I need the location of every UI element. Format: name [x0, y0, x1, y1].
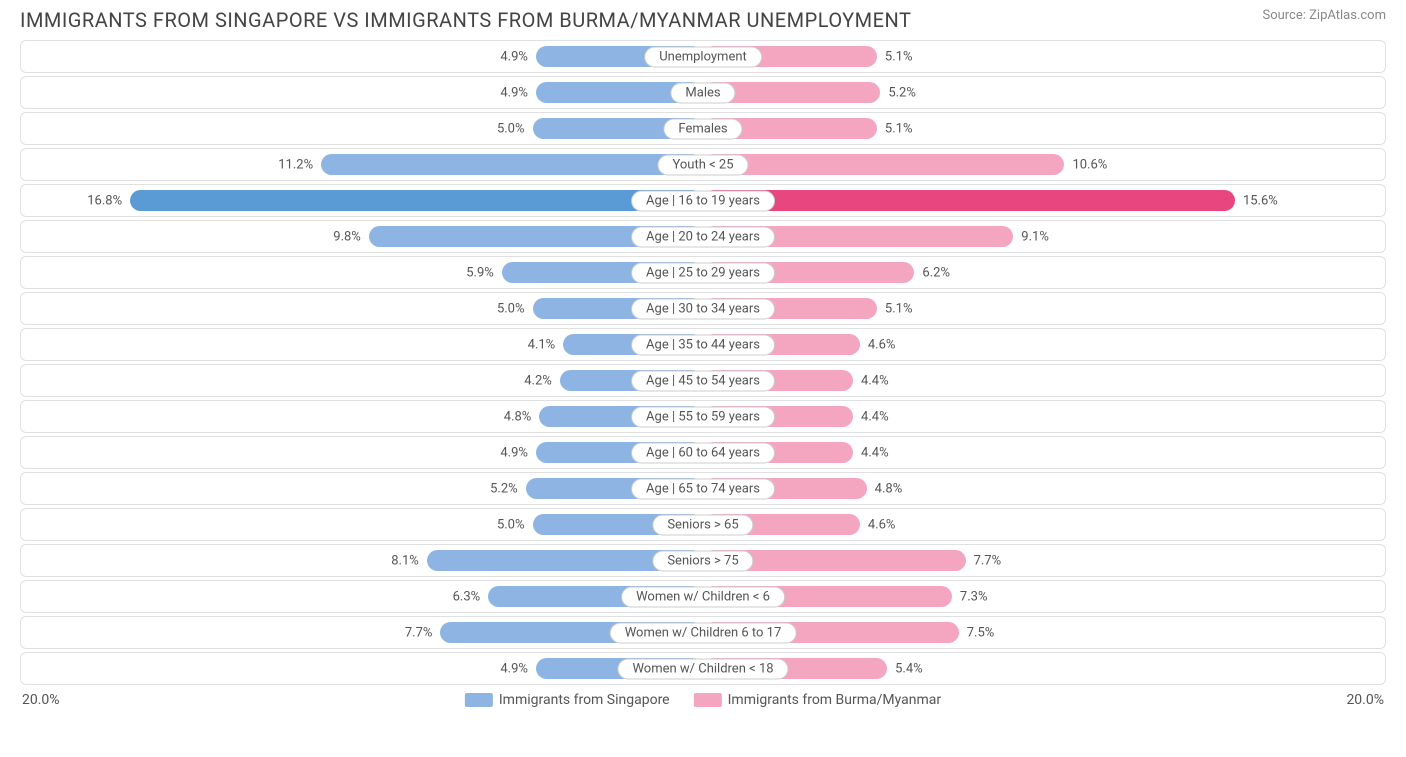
value-right: 4.8% — [875, 481, 903, 496]
value-left: 16.8% — [87, 193, 122, 208]
value-left: 4.8% — [504, 409, 532, 424]
value-left: 4.1% — [528, 337, 556, 352]
value-right: 10.6% — [1072, 157, 1107, 172]
value-left: 4.9% — [500, 445, 528, 460]
category-label: Age | 30 to 34 years — [631, 298, 775, 319]
value-left: 8.1% — [391, 553, 419, 568]
chart-row: 4.9% 5.4% Women w/ Children < 18 — [20, 652, 1386, 685]
value-left: 5.9% — [466, 265, 494, 280]
chart-row: 4.1% 4.6% Age | 35 to 44 years — [20, 328, 1386, 361]
category-label: Seniors > 75 — [652, 550, 753, 571]
value-right: 5.2% — [888, 85, 916, 100]
value-left: 5.0% — [497, 517, 525, 532]
legend-item-burma: Immigrants from Burma/Myanmar — [694, 692, 942, 708]
legend-swatch-right — [694, 693, 722, 707]
legend-label-right: Immigrants from Burma/Myanmar — [728, 692, 942, 708]
value-right: 6.2% — [922, 265, 950, 280]
chart-row: 5.2% 4.8% Age | 65 to 74 years — [20, 472, 1386, 505]
category-label: Age | 35 to 44 years — [631, 334, 775, 355]
bar-left — [321, 154, 703, 175]
chart-row: 4.9% 5.1% Unemployment — [20, 40, 1386, 73]
legend: Immigrants from Singapore Immigrants fro… — [465, 692, 941, 708]
chart-row: 8.1% 7.7% Seniors > 75 — [20, 544, 1386, 577]
bar-right — [703, 190, 1235, 211]
value-left: 4.9% — [500, 85, 528, 100]
chart-row: 4.2% 4.4% Age | 45 to 54 years — [20, 364, 1386, 397]
value-left: 5.0% — [497, 301, 525, 316]
category-label: Seniors > 65 — [652, 514, 753, 535]
chart-row: 4.9% 4.4% Age | 60 to 64 years — [20, 436, 1386, 469]
category-label: Age | 45 to 54 years — [631, 370, 775, 391]
value-right: 5.1% — [885, 301, 913, 316]
value-right: 4.6% — [868, 337, 896, 352]
value-left: 7.7% — [405, 625, 433, 640]
chart-source: Source: ZipAtlas.com — [1262, 8, 1386, 23]
axis-row: 20.0% Immigrants from Singapore Immigran… — [20, 688, 1386, 708]
chart-title: IMMIGRANTS FROM SINGAPORE VS IMMIGRANTS … — [20, 8, 911, 32]
chart-row: 4.9% 5.2% Males — [20, 76, 1386, 109]
category-label: Age | 55 to 59 years — [631, 406, 775, 427]
value-left: 11.2% — [278, 157, 313, 172]
chart-row: 5.0% 5.1% Age | 30 to 34 years — [20, 292, 1386, 325]
chart-row: 5.0% 4.6% Seniors > 65 — [20, 508, 1386, 541]
bar-left — [130, 190, 703, 211]
value-right: 15.6% — [1243, 193, 1278, 208]
rows-container: 4.9% 5.1% Unemployment 4.9% 5.2% Males 5.0% 5.1… — [20, 40, 1386, 685]
value-right: 4.6% — [868, 517, 896, 532]
value-left: 5.0% — [497, 121, 525, 136]
value-right: 5.1% — [885, 121, 913, 136]
value-right: 5.4% — [895, 661, 923, 676]
category-label: Women w/ Children 6 to 17 — [610, 622, 797, 643]
category-label: Women w/ Children < 18 — [617, 658, 788, 679]
value-right: 5.1% — [885, 49, 913, 64]
value-right: 7.7% — [974, 553, 1002, 568]
chart-row: 11.2% 10.6% Youth < 25 — [20, 148, 1386, 181]
chart-row: 5.9% 6.2% Age | 25 to 29 years — [20, 256, 1386, 289]
category-label: Age | 25 to 29 years — [631, 262, 775, 283]
chart-row: 6.3% 7.3% Women w/ Children < 6 — [20, 580, 1386, 613]
value-left: 4.2% — [524, 373, 552, 388]
value-left: 6.3% — [453, 589, 481, 604]
value-right: 7.3% — [960, 589, 988, 604]
category-label: Males — [670, 82, 735, 103]
value-right: 4.4% — [861, 373, 889, 388]
category-label: Youth < 25 — [657, 154, 748, 175]
value-right: 7.5% — [967, 625, 995, 640]
value-right: 4.4% — [861, 445, 889, 460]
legend-swatch-left — [465, 693, 493, 707]
category-label: Unemployment — [644, 46, 762, 67]
legend-item-singapore: Immigrants from Singapore — [465, 692, 670, 708]
value-right: 9.1% — [1021, 229, 1049, 244]
category-label: Age | 65 to 74 years — [631, 478, 775, 499]
chart-row: 7.7% 7.5% Women w/ Children 6 to 17 — [20, 616, 1386, 649]
value-left: 9.8% — [333, 229, 361, 244]
chart-row: 9.8% 9.1% Age | 20 to 24 years — [20, 220, 1386, 253]
axis-left-label: 20.0% — [22, 692, 60, 708]
value-left: 5.2% — [490, 481, 518, 496]
category-label: Age | 60 to 64 years — [631, 442, 775, 463]
chart-area: 4.9% 5.1% Unemployment 4.9% 5.2% Males 5.0% 5.1… — [0, 36, 1406, 708]
value-right: 4.4% — [861, 409, 889, 424]
chart-row: 5.0% 5.1% Females — [20, 112, 1386, 145]
value-left: 4.9% — [500, 49, 528, 64]
category-label: Women w/ Children < 6 — [621, 586, 785, 607]
bar-right — [703, 154, 1064, 175]
chart-header: IMMIGRANTS FROM SINGAPORE VS IMMIGRANTS … — [0, 0, 1406, 36]
category-label: Age | 20 to 24 years — [631, 226, 775, 247]
legend-label-left: Immigrants from Singapore — [499, 692, 670, 708]
category-label: Females — [663, 118, 742, 139]
chart-row: 16.8% 15.6% Age | 16 to 19 years — [20, 184, 1386, 217]
axis-right-label: 20.0% — [1346, 692, 1384, 708]
category-label: Age | 16 to 19 years — [631, 190, 775, 211]
chart-row: 4.8% 4.4% Age | 55 to 59 years — [20, 400, 1386, 433]
value-left: 4.9% — [500, 661, 528, 676]
